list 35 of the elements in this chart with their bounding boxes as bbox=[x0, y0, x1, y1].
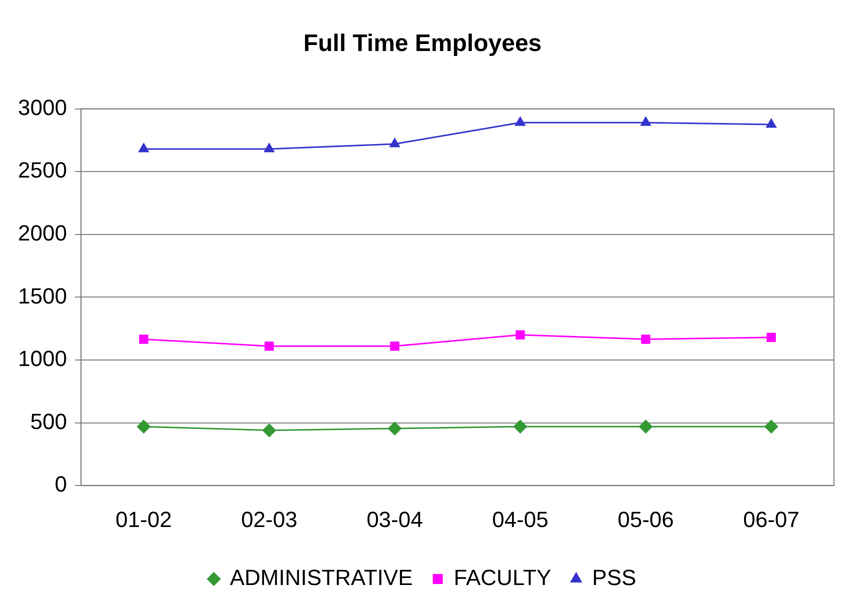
point bbox=[390, 342, 400, 351]
y-tick-label: 3000 bbox=[18, 94, 67, 120]
point bbox=[641, 334, 650, 344]
point bbox=[766, 118, 777, 128]
legend-label: ADMINISTRATIVE bbox=[230, 565, 413, 590]
point bbox=[640, 116, 652, 126]
point bbox=[516, 330, 525, 340]
point bbox=[514, 116, 526, 126]
y-tick-label: 1500 bbox=[18, 283, 67, 308]
x-tick-label: 04-05 bbox=[492, 506, 548, 532]
x-tick-label: 03-04 bbox=[366, 506, 423, 532]
x-tick-label: 06-07 bbox=[743, 506, 800, 532]
y-tick-label: 0 bbox=[54, 472, 67, 497]
point bbox=[264, 142, 275, 152]
y-tick-label: 2000 bbox=[18, 220, 67, 246]
x-tick-label: 01-02 bbox=[116, 506, 172, 532]
legend-label: PSS bbox=[592, 565, 636, 590]
point bbox=[138, 142, 150, 152]
point bbox=[638, 420, 653, 434]
x-tick-label: 05-06 bbox=[618, 506, 674, 532]
point bbox=[513, 420, 528, 434]
x-tick-label: 02-03 bbox=[241, 506, 298, 532]
y-tick-label: 2500 bbox=[18, 158, 67, 183]
chart-title: Full Time Employees bbox=[303, 30, 542, 58]
point bbox=[139, 334, 148, 344]
y-tick-label: 500 bbox=[30, 408, 67, 434]
point bbox=[136, 420, 151, 434]
point bbox=[388, 421, 402, 436]
point bbox=[766, 332, 776, 342]
point bbox=[389, 137, 400, 148]
y-tick-label: 1000 bbox=[18, 346, 67, 372]
point bbox=[262, 423, 276, 438]
point bbox=[764, 420, 778, 434]
legend-label: FACULTY bbox=[454, 565, 552, 590]
point bbox=[264, 342, 274, 351]
